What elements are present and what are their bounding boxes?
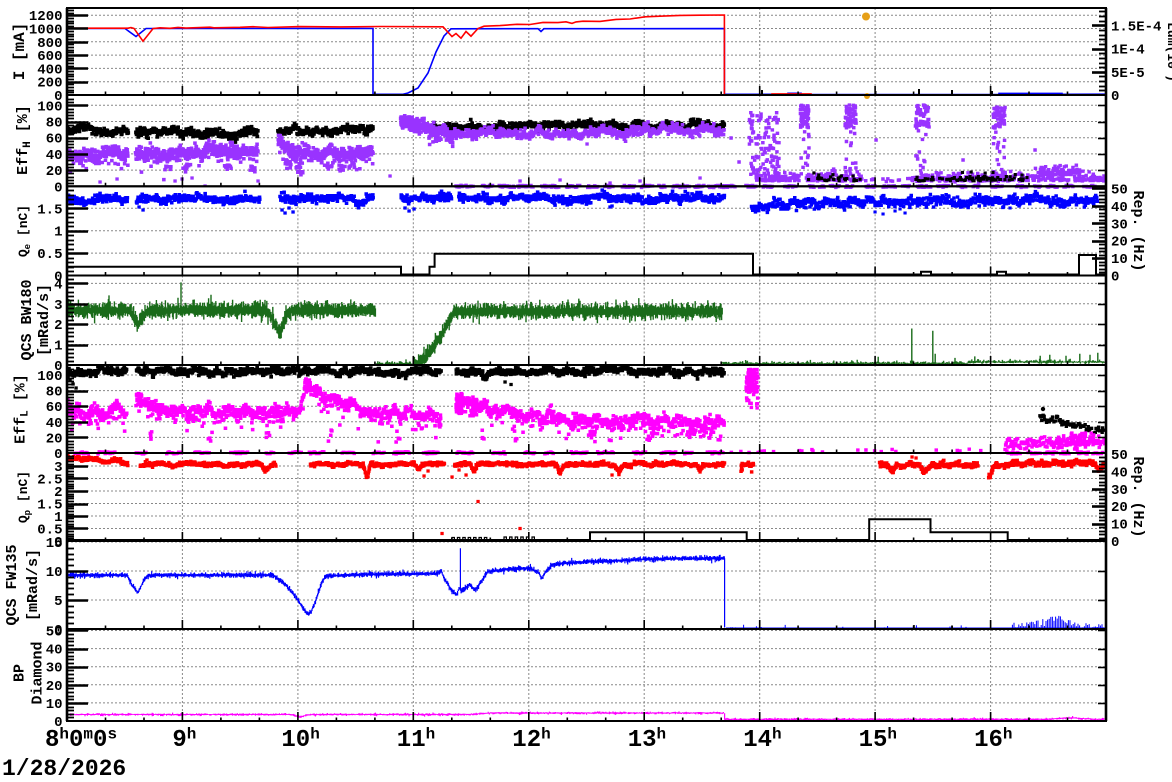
- svg-text:50: 50: [1111, 183, 1128, 199]
- svg-text:Lum(10 ): Lum(10 ): [1164, 22, 1172, 82]
- svg-text:11h​: 11h​: [397, 726, 435, 755]
- svg-text:1/28/2026: 1/28/2026: [2, 756, 126, 782]
- svg-text:13h​: 13h​: [628, 726, 666, 755]
- svg-text:3: 3: [54, 460, 62, 476]
- svg-text:16h​: 16h​: [974, 726, 1012, 755]
- svg-text:I [mA]: I [mA]: [11, 23, 29, 81]
- svg-text:2: 2: [54, 318, 62, 334]
- svg-text:1200: 1200: [29, 9, 63, 25]
- svg-text:EffH​ [%]: EffH​ [%]: [15, 105, 34, 175]
- svg-text:1: 1: [54, 225, 62, 241]
- svg-text:4: 4: [54, 277, 62, 293]
- svg-text:20: 20: [1111, 500, 1128, 516]
- svg-text:1E-4: 1E-4: [1111, 43, 1145, 59]
- svg-text:0: 0: [54, 715, 62, 731]
- svg-text:100: 100: [37, 369, 62, 385]
- svg-text:15h​: 15h​: [859, 726, 897, 755]
- svg-text:600: 600: [37, 49, 62, 65]
- svg-text:EffL​ [%]: EffL​ [%]: [13, 374, 32, 444]
- svg-text:100: 100: [37, 99, 62, 115]
- svg-text:10h​: 10h​: [281, 726, 319, 755]
- svg-text:20: 20: [46, 164, 63, 180]
- svg-text:1000: 1000: [29, 23, 63, 39]
- svg-text:0.5: 0.5: [37, 523, 62, 539]
- svg-text:40: 40: [1111, 465, 1128, 481]
- svg-text:10: 10: [46, 697, 63, 713]
- svg-text:3: 3: [54, 298, 62, 314]
- svg-text:0.5: 0.5: [37, 247, 62, 263]
- svg-text:8h​0m​0s​: 8h​0m​0s​: [45, 726, 117, 755]
- svg-text:14h​: 14h​: [743, 726, 781, 755]
- svg-text:1: 1: [54, 510, 62, 526]
- svg-text:0: 0: [54, 89, 62, 105]
- svg-text:80: 80: [46, 116, 63, 132]
- svg-text:20: 20: [46, 679, 63, 695]
- svg-text:40: 40: [46, 416, 63, 432]
- svg-text:30: 30: [46, 661, 63, 677]
- svg-text:0: 0: [1111, 89, 1119, 105]
- svg-text:Diamond: Diamond: [30, 641, 47, 704]
- svg-text:5: 5: [54, 594, 62, 610]
- svg-text:2.5: 2.5: [37, 473, 62, 489]
- svg-text:0: 0: [54, 359, 62, 375]
- svg-text:1.5E-4: 1.5E-4: [1111, 19, 1161, 35]
- svg-text:0: 0: [54, 447, 62, 463]
- svg-text:[mRad/s]: [mRad/s]: [25, 549, 42, 621]
- svg-text:0: 0: [54, 270, 62, 286]
- svg-text:50: 50: [46, 625, 63, 641]
- svg-text:BP: BP: [12, 664, 29, 682]
- svg-text:0: 0: [1111, 270, 1119, 286]
- svg-text:Qp​ [nC]: Qp​ [nC]: [16, 471, 33, 523]
- svg-text:Rep. (Hz): Rep. (Hz): [1129, 190, 1146, 271]
- svg-text:20: 20: [46, 431, 63, 447]
- svg-text:[mRad/s]: [mRad/s]: [36, 284, 53, 356]
- svg-text:5E-5: 5E-5: [1111, 66, 1145, 82]
- svg-text:60: 60: [46, 132, 63, 148]
- svg-text:QCS BW180: QCS BW180: [19, 279, 36, 360]
- svg-text:12h​: 12h​: [512, 726, 550, 755]
- svg-text:0: 0: [54, 623, 62, 639]
- svg-text:50: 50: [1111, 448, 1128, 464]
- svg-text:9h​: 9h​: [172, 726, 196, 755]
- svg-text:40: 40: [46, 148, 63, 164]
- svg-text:60: 60: [46, 400, 63, 416]
- svg-text:40: 40: [46, 643, 63, 659]
- svg-text:200: 200: [37, 76, 62, 92]
- svg-text:10: 10: [1111, 252, 1128, 268]
- svg-text:10: 10: [1111, 518, 1128, 534]
- svg-text:1.5: 1.5: [37, 498, 62, 514]
- svg-text:80: 80: [46, 385, 63, 401]
- svg-text:15: 15: [46, 536, 63, 552]
- svg-text:800: 800: [37, 36, 62, 52]
- svg-text:10: 10: [46, 565, 63, 581]
- svg-text:1.5: 1.5: [37, 202, 62, 218]
- svg-text:40: 40: [1111, 200, 1128, 216]
- svg-text:0: 0: [54, 535, 62, 551]
- svg-text:1: 1: [54, 339, 62, 355]
- svg-text:2: 2: [54, 485, 62, 501]
- svg-text:0: 0: [54, 180, 62, 196]
- svg-text:30: 30: [1111, 217, 1128, 233]
- svg-text:Rep. (Hz): Rep. (Hz): [1129, 456, 1146, 537]
- svg-text:400: 400: [37, 62, 62, 78]
- svg-text:20: 20: [1111, 235, 1128, 251]
- svg-text:0: 0: [1111, 535, 1119, 551]
- svg-text:Qe​ [nC]: Qe​ [nC]: [16, 205, 33, 257]
- svg-text:QCS FW135: QCS FW135: [4, 544, 21, 625]
- svg-text:30: 30: [1111, 483, 1128, 499]
